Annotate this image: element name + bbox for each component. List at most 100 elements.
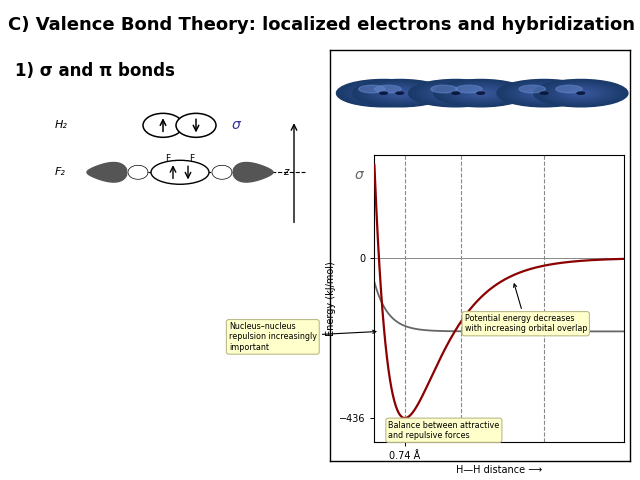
Circle shape	[520, 86, 568, 100]
Circle shape	[372, 90, 396, 96]
Polygon shape	[87, 163, 127, 182]
Circle shape	[509, 83, 579, 103]
Text: 1) σ and π bonds: 1) σ and π bonds	[15, 62, 175, 80]
Circle shape	[541, 82, 620, 105]
Y-axis label: Energy (kJ/mol): Energy (kJ/mol)	[326, 261, 336, 336]
Circle shape	[428, 85, 483, 101]
Circle shape	[375, 85, 401, 93]
Circle shape	[356, 81, 443, 106]
Circle shape	[516, 85, 572, 101]
Circle shape	[477, 92, 484, 94]
Circle shape	[452, 92, 460, 94]
Text: Nucleus–nucleus
repulsion increasingly
important: Nucleus–nucleus repulsion increasingly i…	[228, 322, 376, 352]
Circle shape	[453, 85, 508, 101]
Circle shape	[420, 83, 491, 103]
Circle shape	[513, 84, 575, 102]
Circle shape	[573, 91, 589, 96]
Circle shape	[434, 80, 528, 107]
Circle shape	[358, 85, 385, 93]
Circle shape	[440, 89, 472, 98]
Circle shape	[577, 92, 585, 94]
Circle shape	[540, 92, 548, 94]
Circle shape	[457, 86, 504, 100]
Text: Balance between attractive
and repulsive forces: Balance between attractive and repulsive…	[388, 419, 499, 440]
Circle shape	[396, 92, 404, 94]
Circle shape	[438, 81, 524, 106]
Circle shape	[408, 80, 503, 107]
Circle shape	[413, 81, 499, 106]
Ellipse shape	[176, 113, 216, 137]
Circle shape	[524, 87, 564, 99]
Text: F₂: F₂	[55, 168, 66, 177]
Circle shape	[538, 81, 624, 106]
Circle shape	[519, 85, 545, 93]
Circle shape	[376, 86, 423, 100]
Text: σ: σ	[355, 168, 364, 182]
Circle shape	[452, 92, 460, 94]
Circle shape	[360, 82, 439, 105]
Circle shape	[417, 82, 495, 105]
Circle shape	[532, 90, 556, 96]
Circle shape	[356, 85, 411, 101]
Circle shape	[561, 87, 600, 99]
Circle shape	[337, 80, 431, 107]
Circle shape	[396, 92, 404, 94]
Circle shape	[456, 85, 482, 93]
Circle shape	[364, 83, 435, 103]
Circle shape	[534, 80, 628, 107]
Circle shape	[577, 92, 584, 94]
Text: C) Valence Bond Theory: localized electrons and hybridization: C) Valence Bond Theory: localized electr…	[8, 16, 635, 34]
Circle shape	[448, 91, 463, 96]
Circle shape	[388, 90, 412, 96]
Circle shape	[364, 87, 403, 99]
Circle shape	[529, 89, 560, 98]
Circle shape	[557, 86, 604, 100]
Ellipse shape	[151, 160, 209, 184]
Polygon shape	[128, 165, 148, 179]
Circle shape	[444, 90, 467, 96]
Circle shape	[565, 89, 596, 98]
Polygon shape	[212, 165, 232, 179]
Circle shape	[344, 82, 423, 105]
Circle shape	[348, 83, 419, 103]
Circle shape	[352, 84, 415, 102]
Circle shape	[442, 82, 520, 105]
Circle shape	[545, 83, 616, 103]
Text: F: F	[165, 154, 171, 163]
Circle shape	[369, 84, 431, 102]
Circle shape	[554, 85, 608, 101]
Ellipse shape	[143, 113, 183, 137]
Circle shape	[376, 91, 392, 96]
Circle shape	[465, 89, 497, 98]
Circle shape	[431, 85, 457, 93]
Text: H₂: H₂	[55, 120, 68, 131]
Circle shape	[477, 92, 484, 94]
Circle shape	[360, 86, 407, 100]
Circle shape	[384, 89, 415, 98]
Text: F: F	[189, 154, 195, 163]
Circle shape	[549, 84, 612, 102]
Circle shape	[505, 82, 583, 105]
Circle shape	[380, 87, 419, 99]
Circle shape	[449, 84, 512, 102]
Circle shape	[445, 83, 516, 103]
Circle shape	[340, 81, 427, 106]
Text: Potential energy decreases
with increasing orbital overlap: Potential energy decreases with increasi…	[465, 284, 587, 334]
Circle shape	[392, 91, 408, 96]
Circle shape	[469, 90, 493, 96]
Circle shape	[380, 92, 387, 94]
Circle shape	[424, 84, 487, 102]
Circle shape	[353, 80, 447, 107]
Circle shape	[540, 92, 548, 94]
Circle shape	[569, 90, 593, 96]
Circle shape	[497, 80, 591, 107]
Circle shape	[461, 87, 500, 99]
X-axis label: H—H distance ⟶: H—H distance ⟶	[456, 465, 542, 475]
Circle shape	[556, 85, 582, 93]
Circle shape	[380, 92, 387, 94]
Text: σ: σ	[232, 119, 241, 132]
Text: z: z	[283, 168, 289, 177]
Polygon shape	[233, 163, 273, 182]
Circle shape	[473, 91, 488, 96]
Circle shape	[501, 81, 588, 106]
